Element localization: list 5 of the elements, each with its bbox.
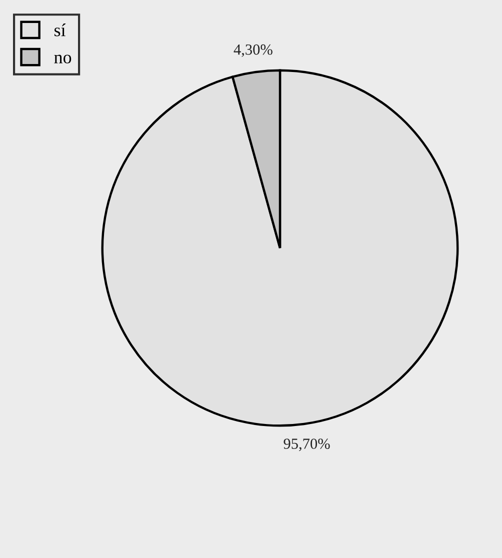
legend-label: no bbox=[54, 54, 72, 64]
legend-label: sí bbox=[54, 24, 66, 36]
data-label: 4,30% bbox=[234, 44, 272, 57]
data-label: 95,70% bbox=[284, 438, 330, 452]
pie-slice bbox=[101, 69, 459, 427]
